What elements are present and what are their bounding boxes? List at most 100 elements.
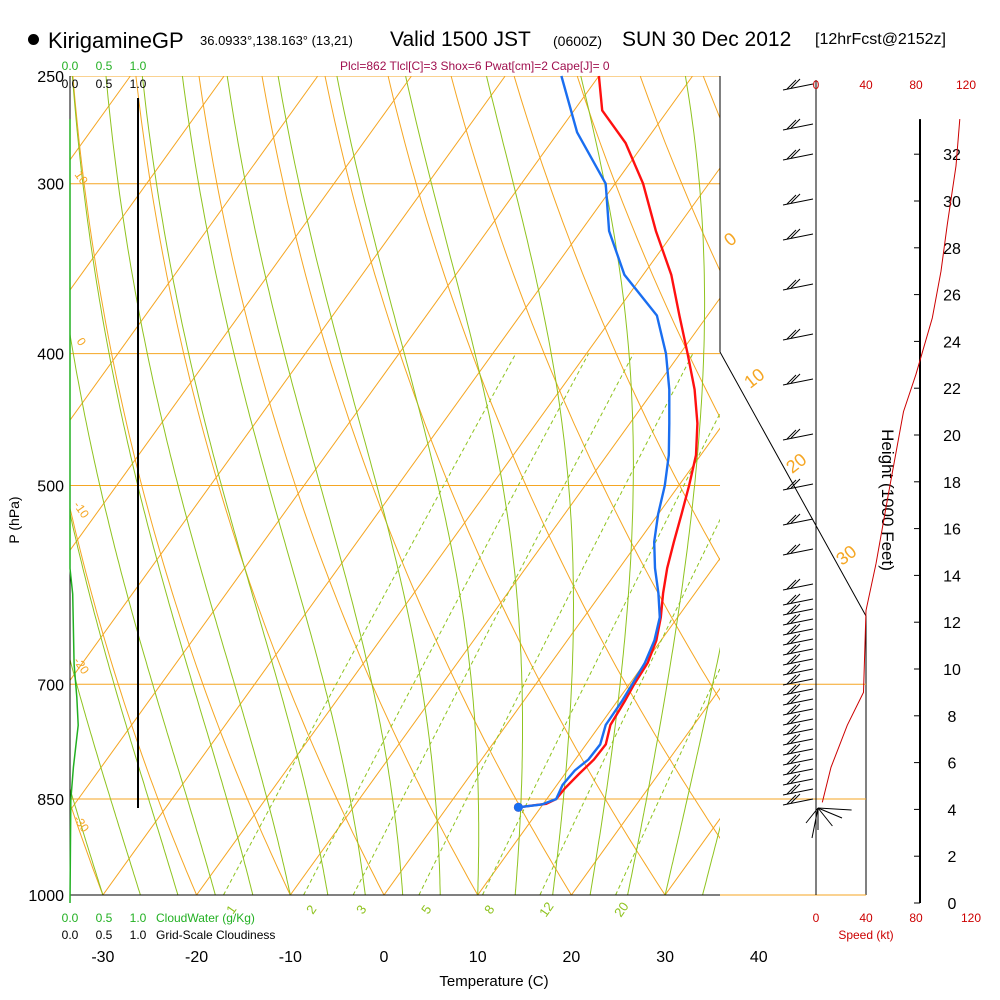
wind-barb <box>782 193 814 206</box>
temperature-line <box>518 75 699 809</box>
wind-barb-flag <box>786 79 797 90</box>
wind-barb <box>782 278 814 291</box>
wind-barb-flag <box>786 514 797 525</box>
wind-barb-flag <box>786 654 797 665</box>
wind-barb-flag <box>790 633 801 644</box>
isotherm-line <box>102 76 693 895</box>
wind-barb <box>782 623 814 636</box>
wind-barb-staff <box>782 698 814 706</box>
wind-barb-flag <box>790 603 801 614</box>
wind-barb-flag <box>786 544 797 555</box>
cloudiness-tick-label: 1.0 <box>130 77 147 91</box>
wind-barb <box>782 703 814 716</box>
dry-adiabat-label: -10 <box>71 499 93 522</box>
wind-barb-flag <box>786 764 797 775</box>
wind-barb <box>782 773 814 786</box>
dry-adiabat <box>0 76 9 895</box>
moist-adiabat <box>664 646 720 895</box>
wind-barb-flag <box>790 613 801 624</box>
mixing-ratio-line <box>482 412 720 895</box>
station-marker-icon <box>28 34 39 45</box>
wind-barb-staff <box>782 628 814 636</box>
wind-barb-flag <box>790 673 801 684</box>
wind-barb <box>782 328 814 341</box>
wind-barb-flag <box>786 634 797 645</box>
wind-barb-staff <box>782 548 814 556</box>
cloud-water-line <box>69 119 79 904</box>
wind-barb <box>782 613 814 626</box>
wind-barb <box>782 118 814 131</box>
wind-barb-staff <box>782 778 814 786</box>
isotherm-label: 10 <box>740 364 768 392</box>
wind-barb-flag <box>786 774 797 785</box>
isotherm-label: 30 <box>832 541 860 569</box>
pressure-tick-label: 500 <box>37 479 64 496</box>
wind-barb-staff <box>782 83 814 91</box>
pressure-tick-label: 1000 <box>28 888 64 905</box>
isotherm-line <box>0 76 37 895</box>
pressure-tick-label: 400 <box>37 347 64 364</box>
temperature-tick-label: 20 <box>563 949 581 966</box>
pressure-tick-label: 850 <box>37 792 64 809</box>
wind-speed-tick-label: 0 <box>813 78 820 92</box>
height-tick-label: 22 <box>943 381 961 398</box>
wind-speed-tick-label: 80 <box>909 911 923 925</box>
wind-barb-flag <box>790 723 801 734</box>
wind-barb <box>782 578 814 591</box>
cloud-water-axis-label: CloudWater (g/Kg) <box>156 911 255 925</box>
height-tick-label: 2 <box>948 849 957 866</box>
valid-time: Valid 1500 JST <box>390 28 531 51</box>
moist-adiabat <box>740 76 960 895</box>
wind-barb-staff <box>782 518 814 526</box>
wind-barb <box>782 753 814 766</box>
wind-barb-flag <box>790 733 801 744</box>
wind-barb-staff <box>782 483 814 491</box>
wind-barb <box>782 723 814 736</box>
wind-barb <box>782 148 814 161</box>
height-tick-label: 12 <box>943 615 961 632</box>
wind-barb-flag <box>786 794 797 805</box>
dry-adiabat <box>70 505 198 895</box>
height-tick-label: 14 <box>943 568 961 585</box>
wind-barb <box>782 783 814 796</box>
dry-adiabat <box>324 76 666 895</box>
wind-barb <box>782 733 814 746</box>
wind-barb-flag <box>790 148 801 159</box>
wind-barb-flag <box>786 279 797 290</box>
wind-barb-flag <box>790 703 801 714</box>
wind-barb-flag <box>786 604 797 615</box>
wind-barb-staff <box>782 768 814 776</box>
isotherm-line <box>70 76 319 421</box>
mixing-ratio-label: 2 <box>303 902 319 917</box>
wind-barb-staff <box>782 233 814 241</box>
wind-barb-flag <box>790 478 801 489</box>
height-tick-label: 24 <box>943 334 961 351</box>
moist-adiabat <box>580 76 634 895</box>
wind-barb-staff <box>782 758 814 766</box>
wind-barb-flag <box>790 193 801 204</box>
temperature-tick-label: -10 <box>279 949 302 966</box>
station-name: KirigamineGP <box>48 28 184 53</box>
mixing-ratio-label: 5 <box>418 902 434 917</box>
wind-barb-flag <box>786 614 797 625</box>
mixing-ratio-label: 3 <box>353 902 369 917</box>
wind-barb-flag <box>786 429 797 440</box>
wind-barb-flag <box>790 543 801 554</box>
isotherm-label: 0 <box>720 228 740 250</box>
dewpoint-surface-point <box>513 802 523 812</box>
cloudiness-axis-label: Grid-Scale Cloudiness <box>156 928 275 942</box>
wind-barb-staff <box>782 788 814 796</box>
cloud-water-tick-label: 1.0 <box>130 911 147 925</box>
wind-barb-staff <box>782 608 814 616</box>
wind-barb <box>782 543 814 556</box>
wind-barb-flag <box>786 479 797 490</box>
wind-barb-flag <box>790 683 801 694</box>
wind-barb-flag <box>790 328 801 339</box>
wind-barb-staff <box>782 638 814 646</box>
wind-barb-staff <box>782 688 814 696</box>
wind-speed-tick-label: 40 <box>859 911 873 925</box>
height-tick-label: 0 <box>948 896 957 913</box>
temperature-tick-label: -20 <box>185 949 208 966</box>
y-axis-label: P (hPa) <box>6 496 22 543</box>
